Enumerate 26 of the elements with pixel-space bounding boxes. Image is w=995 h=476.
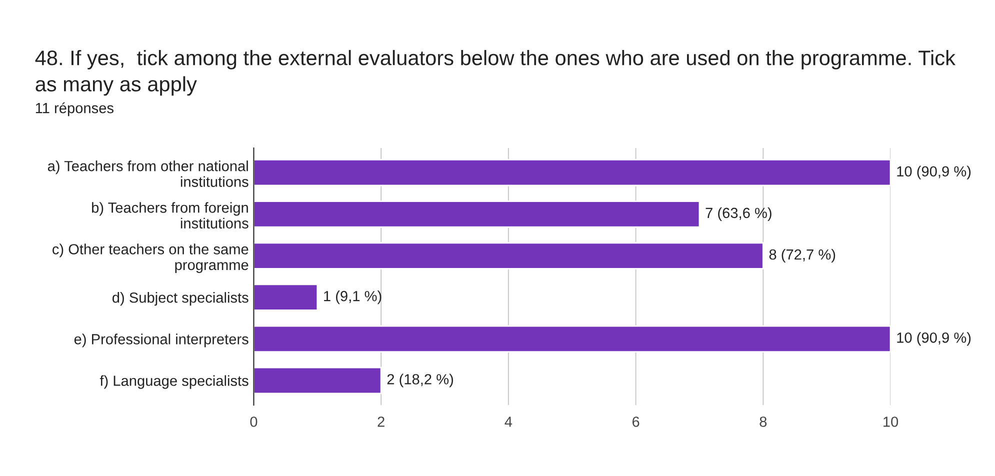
- data-label: 7 (63,6 %): [706, 207, 772, 221]
- x-tick-label: 0: [250, 416, 258, 427]
- x-tick-label: 10: [884, 416, 898, 427]
- x-tick-label: 8: [760, 416, 767, 427]
- data-label: 1 (9,1 %): [324, 290, 382, 304]
- x-tick-label: 2: [378, 416, 384, 427]
- y-tick-label: d) Subject specialists: [112, 292, 248, 306]
- x-tick-label: 4: [504, 416, 512, 427]
- bar: [254, 325, 891, 353]
- y-tick-label: e) Professional interpreters: [74, 334, 248, 348]
- y-tick-label: b) Teachers from foreign institutions: [92, 202, 248, 229]
- data-label: 8 (72,7 %): [769, 248, 836, 263]
- y-tick-label: f) Language specialists: [100, 375, 248, 389]
- text: 11 réponses: [36, 102, 114, 116]
- bar: [254, 284, 318, 311]
- y-tick-label: a) Teachers from other national institutions: [48, 160, 248, 187]
- data-label: 10 (90,9 %): [897, 332, 971, 346]
- bar: [254, 242, 764, 270]
- chart-title: 48. If yes, tick among the external evaluators below the ones who are used on the programme. Tick as many as apply: [35, 50, 956, 96]
- data-label: 10 (90,9 %): [897, 166, 971, 180]
- y-tick-label: c) Other teachers on the same programme: [52, 244, 248, 273]
- bar: [254, 366, 382, 394]
- bar: [254, 200, 700, 228]
- x-tick-label: 6: [632, 416, 640, 427]
- data-label: 2 (18,2 %): [387, 374, 454, 388]
- bar: [254, 159, 891, 186]
